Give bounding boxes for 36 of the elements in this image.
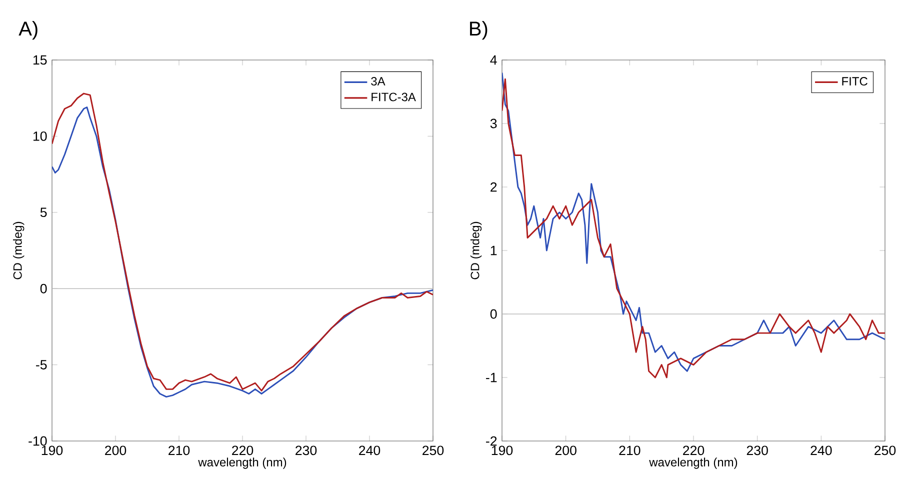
y-tick-label: 0 <box>40 284 47 294</box>
y-tick-label: -1 <box>486 372 497 382</box>
y-tick-label: 0 <box>490 309 497 319</box>
y-tick-label: 2 <box>490 182 497 192</box>
x-tick-label: 200 <box>105 446 126 456</box>
x-tick-label: 210 <box>168 446 190 456</box>
y-tick-label: 5 <box>40 208 47 218</box>
x-tick-label: 250 <box>422 446 444 456</box>
y-tick-label: 1 <box>490 246 497 256</box>
x-tick-label: 220 <box>232 446 254 456</box>
y-axis-title: CD (mdeg) <box>13 222 24 280</box>
y-tick-label: -10 <box>28 436 47 446</box>
x-tick-label: 220 <box>683 446 704 456</box>
x-axis-title: wavelength (nm) <box>649 458 738 469</box>
chart-title: A) <box>18 21 38 40</box>
y-tick-label: -2 <box>486 436 497 446</box>
legend-label: FITC-3A <box>372 92 416 102</box>
x-tick-label: 240 <box>810 446 832 456</box>
x-tick-label: 210 <box>619 446 640 456</box>
x-tick-label: 240 <box>359 446 380 456</box>
x-tick-label: 230 <box>296 446 317 456</box>
legend-label: FITC <box>842 77 868 86</box>
legend-label: 3A <box>371 77 386 86</box>
y-tick-label: 15 <box>33 55 47 65</box>
y-tick-label: -5 <box>36 360 47 370</box>
x-axis-title: wavelength (nm) <box>198 458 286 469</box>
chart-title: B) <box>470 21 488 40</box>
x-tick-label: 250 <box>874 446 896 456</box>
y-tick-label: 3 <box>490 118 497 128</box>
x-tick-label: 190 <box>42 446 63 456</box>
x-tick-label: 190 <box>492 446 513 456</box>
y-tick-label: 4 <box>490 55 497 65</box>
x-tick-label: 230 <box>746 446 768 456</box>
x-tick-label: 200 <box>555 446 576 456</box>
y-axis-title: CD (mdeg) <box>470 222 482 280</box>
y-tick-label: 10 <box>33 131 47 141</box>
